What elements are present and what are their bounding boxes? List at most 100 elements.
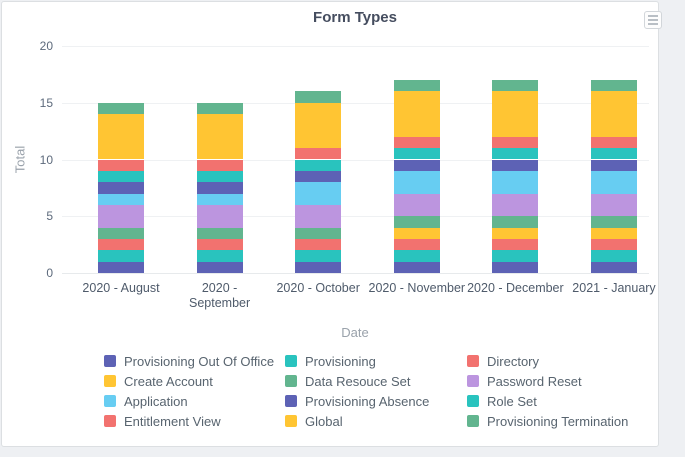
- bar-segment-role-set[interactable]: [591, 148, 637, 160]
- bar-segment-application[interactable]: [591, 170, 637, 194]
- bar-segment-password-reset[interactable]: [393, 193, 440, 217]
- bar-segment-provisioning[interactable]: [591, 250, 637, 262]
- bar-segment-role-set[interactable]: [196, 170, 243, 183]
- bar-segment-application[interactable]: [393, 170, 440, 194]
- bar-segment-application[interactable]: [196, 193, 243, 205]
- bar-segment-create-account[interactable]: [492, 227, 539, 239]
- bar-segment-entitlement-view[interactable]: [393, 136, 440, 149]
- legend-item-provisioning-absence[interactable]: Provisioning Absence: [285, 394, 467, 409]
- legend-item-password-reset[interactable]: Password Reset: [467, 374, 628, 389]
- bar-segment-provisioning-out-of-office[interactable]: [393, 261, 440, 273]
- bar-segment-application[interactable]: [98, 193, 144, 205]
- legend-label: Directory: [487, 353, 540, 369]
- bar-segment-create-account[interactable]: [393, 227, 440, 239]
- bar-segment-provisioning-termination[interactable]: [295, 91, 342, 103]
- chart-menu-button[interactable]: [644, 11, 662, 29]
- x-axis-label: 2020 - November: [368, 281, 466, 295]
- bar-segment-role-set[interactable]: [98, 170, 144, 183]
- bar-segment-provisioning[interactable]: [295, 250, 342, 262]
- legend-swatch-icon: [104, 375, 116, 387]
- bar-segment-data-resouce-set[interactable]: [295, 227, 342, 239]
- legend-swatch-icon: [285, 355, 297, 367]
- legend-label: Application: [124, 393, 188, 409]
- y-axis-tick-label: 15: [39, 95, 53, 110]
- bar-segment-data-resouce-set[interactable]: [492, 216, 539, 228]
- legend-label: Global: [305, 413, 343, 429]
- hamburger-menu-icon: [648, 19, 658, 21]
- bar-segment-provisioning[interactable]: [492, 250, 539, 262]
- legend-item-entitlement-view[interactable]: Entitlement View: [104, 414, 285, 429]
- bar-segment-provisioning-termination[interactable]: [196, 102, 243, 115]
- bar-segment-directory[interactable]: [295, 238, 342, 251]
- legend-item-application[interactable]: Application: [104, 394, 285, 409]
- bar-segment-entitlement-view[interactable]: [492, 136, 539, 149]
- bar-segment-data-resouce-set[interactable]: [196, 227, 243, 239]
- bar-segment-global[interactable]: [591, 91, 637, 137]
- legend-item-role-set[interactable]: Role Set: [467, 394, 628, 409]
- bar-segment-provisioning-out-of-office[interactable]: [295, 261, 342, 273]
- legend-item-provisioning-out-of-office[interactable]: Provisioning Out Of Office: [104, 354, 285, 369]
- bar-segment-role-set[interactable]: [295, 159, 342, 171]
- bar-segment-entitlement-view[interactable]: [295, 148, 342, 160]
- bar-segment-password-reset[interactable]: [295, 204, 342, 228]
- bar-segment-provisioning-termination[interactable]: [492, 80, 539, 92]
- bar-segment-password-reset[interactable]: [196, 204, 243, 228]
- x-axis-label: 2020 - December: [467, 281, 564, 295]
- bar-segment-password-reset[interactable]: [591, 193, 637, 217]
- legend-swatch-icon: [285, 415, 297, 427]
- bar-segment-directory[interactable]: [492, 238, 539, 251]
- bar-segment-provisioning-absence[interactable]: [492, 159, 539, 171]
- legend-swatch-icon: [104, 355, 116, 367]
- legend-item-create-account[interactable]: Create Account: [104, 374, 285, 389]
- bar-segment-provisioning-out-of-office[interactable]: [492, 261, 539, 273]
- bar-segment-role-set[interactable]: [492, 148, 539, 160]
- bar-segment-data-resouce-set[interactable]: [98, 227, 144, 239]
- bar-segment-global[interactable]: [295, 102, 342, 149]
- bar-segment-provisioning-termination[interactable]: [393, 80, 440, 92]
- legend-item-directory[interactable]: Directory: [467, 354, 628, 369]
- bar-segment-directory[interactable]: [98, 238, 144, 251]
- bar-segment-global[interactable]: [98, 114, 144, 160]
- bar-segment-provisioning-termination[interactable]: [591, 80, 637, 92]
- bar-segment-application[interactable]: [492, 170, 539, 194]
- bar-segment-entitlement-view[interactable]: [196, 159, 243, 171]
- legend-swatch-icon: [104, 415, 116, 427]
- bar-segment-entitlement-view[interactable]: [98, 159, 144, 171]
- legend-label: Provisioning Absence: [305, 393, 430, 409]
- legend-label: Password Reset: [487, 373, 582, 389]
- bar-segment-password-reset[interactable]: [98, 204, 144, 228]
- bar-segment-provisioning-termination[interactable]: [98, 102, 144, 115]
- bar-segment-directory[interactable]: [591, 238, 637, 251]
- bar-segment-provisioning-absence[interactable]: [98, 182, 144, 194]
- bar-segment-provisioning-out-of-office[interactable]: [196, 261, 243, 273]
- bar-segment-role-set[interactable]: [393, 148, 440, 160]
- bar-segment-provisioning-absence[interactable]: [393, 159, 440, 171]
- bar-segment-provisioning-absence[interactable]: [591, 159, 637, 171]
- bar-segment-provisioning[interactable]: [196, 250, 243, 262]
- legend-item-data-resouce-set[interactable]: Data Resouce Set: [285, 374, 467, 389]
- bar-segment-provisioning[interactable]: [98, 250, 144, 262]
- bar-segment-global[interactable]: [196, 114, 243, 160]
- legend-item-global[interactable]: Global: [285, 414, 467, 429]
- legend-item-provisioning-termination[interactable]: Provisioning Termination: [467, 414, 628, 429]
- bar-segment-global[interactable]: [393, 91, 440, 137]
- bar-segment-provisioning-absence[interactable]: [196, 182, 243, 194]
- bar-segment-entitlement-view[interactable]: [591, 136, 637, 149]
- bar-segment-create-account[interactable]: [591, 227, 637, 239]
- bar-segment-provisioning-absence[interactable]: [295, 170, 342, 183]
- bar-segment-provisioning-out-of-office[interactable]: [591, 261, 637, 273]
- bar-segment-password-reset[interactable]: [492, 193, 539, 217]
- bar-segment-application[interactable]: [295, 182, 342, 205]
- bar-segment-global[interactable]: [492, 91, 539, 137]
- x-axis-label: 2021 - January: [572, 281, 656, 295]
- y-axis-tick-label: 5: [46, 209, 53, 224]
- bar-segment-provisioning-out-of-office[interactable]: [98, 261, 144, 273]
- bar-segment-provisioning[interactable]: [393, 250, 440, 262]
- y-axis-tick-label: 10: [39, 152, 53, 167]
- bar-segment-directory[interactable]: [393, 238, 440, 251]
- bar-segment-directory[interactable]: [196, 238, 243, 251]
- bar-segment-data-resouce-set[interactable]: [591, 216, 637, 228]
- gridline-0: [62, 273, 649, 274]
- bar-segment-data-resouce-set[interactable]: [393, 216, 440, 228]
- legend-item-provisioning[interactable]: Provisioning: [285, 354, 467, 369]
